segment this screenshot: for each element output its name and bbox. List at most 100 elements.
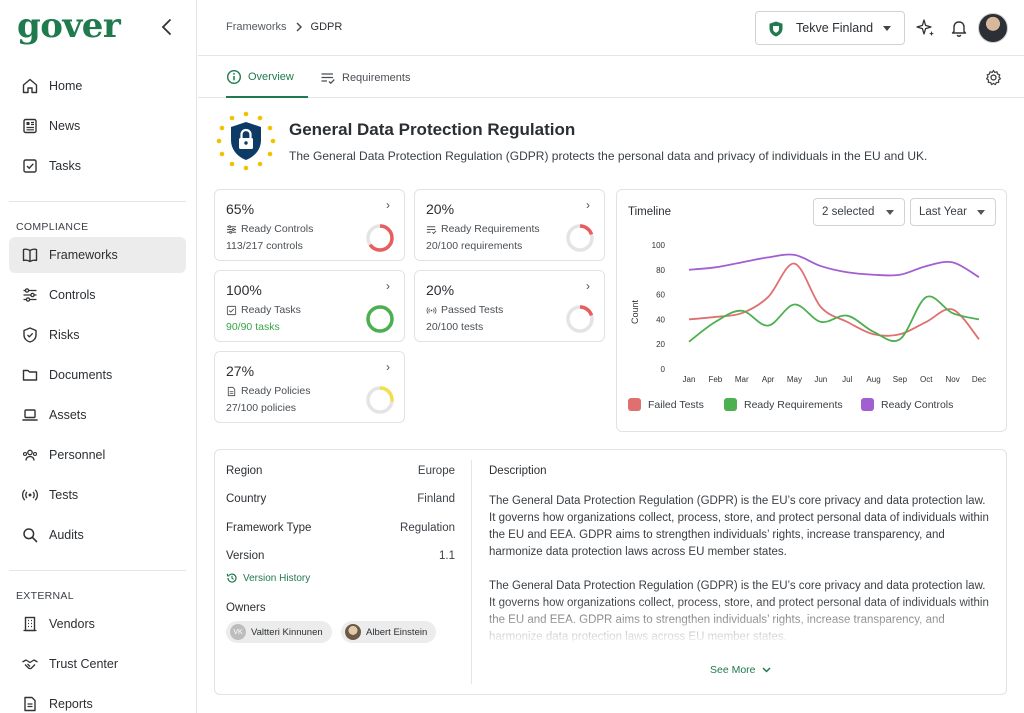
broadcast-icon [21,489,39,501]
building-icon [23,616,37,632]
series-line-ready-requirements[interactable] [688,295,980,343]
tasks-icon [226,305,237,315]
chevron-right-icon: › [586,279,590,293]
version-history-link[interactable]: Version History [226,572,310,584]
legend-label: Ready Requirements [744,398,843,411]
organization-name: Tekve Finland [796,21,874,35]
gear-icon[interactable] [985,69,1002,86]
sidebar-item-tasks[interactable]: Tasks [9,148,186,184]
sidebar-item-personnel[interactable]: Personnel [9,437,186,473]
detail-value: Finland [417,493,455,505]
detail-value: Europe [417,465,455,477]
owner-chip[interactable]: VK Valtteri Kinnunen [226,621,332,643]
sidebar-item-label: Assets [49,408,87,422]
stat-card-ready-controls[interactable]: 65% Ready Controls 113/217 controls › [214,189,405,261]
sidebar-item-label: Tests [49,488,79,502]
sidebar-item-news[interactable]: News [9,108,186,144]
people-icon [22,449,38,461]
sidebar-item-audits[interactable]: Audits [9,517,186,553]
legend-item-ready-requirements[interactable]: Ready Requirements [724,398,843,411]
legend-label: Ready Controls [881,398,954,411]
stat-card-ready-policies[interactable]: 27% Ready Policies 27/100 policies › [214,351,405,423]
detail-label: Region [226,465,263,477]
chevron-down-icon [977,210,985,215]
sparkle-icon[interactable] [916,18,936,38]
breadcrumb: Frameworks GDPR [226,21,342,33]
tasks-icon [23,159,37,173]
sidebar-item-home[interactable]: Home [9,68,186,104]
progress-ring [366,386,394,414]
sidebar-item-documents[interactable]: Documents [9,357,186,393]
sidebar-item-label: Home [49,79,83,93]
stat-label-text: Ready Controls [241,223,314,235]
owner-chip[interactable]: Albert Einstein [341,621,437,643]
stat-percent: 20% [426,201,455,217]
chevron-right-icon [296,22,302,32]
sidebar-item-risks[interactable]: Risks [9,317,186,353]
user-avatar[interactable] [978,13,1008,43]
stat-percent: 100% [226,282,262,298]
sidebar-item-trust-center[interactable]: Trust Center [9,646,186,682]
legend-item-failed-tests[interactable]: Failed Tests [628,398,704,411]
policy-icon [227,386,236,396]
sidebar-item-controls[interactable]: Controls [9,277,186,313]
legend-item-ready-controls[interactable]: Ready Controls [861,398,953,411]
gover-logo[interactable]: gover [17,6,121,46]
stat-card-passed-tests[interactable]: 20% Passed Tests 20/100 tests › [414,270,605,342]
series-filter-select[interactable]: 2 selected [813,198,905,226]
stat-label: Ready Policies [226,385,310,397]
progress-ring [366,224,394,252]
tab-label: Requirements [342,71,411,84]
description-heading: Description [489,465,547,477]
top-bar: Frameworks GDPR Tekve Finland [198,0,1024,56]
collapse-sidebar-icon[interactable] [158,16,176,38]
sidebar-item-label: Documents [49,368,113,382]
owner-name: Albert Einstein [366,626,428,638]
sidebar-item-reports[interactable]: Reports [9,686,186,713]
sidebar-item-label: Reports [49,697,93,711]
tab-overview[interactable]: Overview [226,57,308,98]
see-more-button[interactable]: See More [710,664,771,676]
stat-count: 90/90 tasks [226,321,280,333]
x-tick-label: May [787,375,802,384]
home-icon [22,78,38,94]
section-label-compliance: COMPLIANCE [16,221,89,233]
period-value: Last Year [919,206,967,218]
stat-label: Passed Tests [426,304,503,316]
info-icon [226,69,242,84]
folder-icon [22,369,38,381]
chevron-right-icon: › [386,198,390,212]
owner-name: Valtteri Kinnunen [251,626,323,638]
description-fade [475,600,1005,650]
sidebar-item-label: Audits [49,528,84,542]
series-line-failed-tests[interactable] [688,262,980,340]
x-tick-label: Nov [946,375,960,384]
sidebar-item-vendors[interactable]: Vendors [9,606,186,642]
sidebar-item-frameworks[interactable]: Frameworks [9,237,186,273]
stat-label-text: Ready Policies [241,385,311,397]
progress-ring [566,305,594,333]
organization-select[interactable]: Tekve Finland [755,11,905,45]
period-select[interactable]: Last Year [910,198,996,226]
tab-bar: Overview Requirements [198,57,1024,98]
series-line-ready-controls[interactable] [688,253,980,279]
progress-ring [566,224,594,252]
y-tick-label: 20 [656,340,665,349]
sidebar: gover Home News Tasks COMPLIANCE Framewo… [0,0,197,713]
breadcrumb-frameworks[interactable]: Frameworks [226,21,287,33]
ring-fill [566,305,594,333]
ring-fill [566,224,594,252]
sidebar-item-assets[interactable]: Assets [9,397,186,433]
page-title: General Data Protection Regulation [289,120,576,139]
stat-card-ready-requirements[interactable]: 20% Ready Requirements 20/100 requiremen… [414,189,605,261]
detail-row-region: Region Europe [226,465,455,477]
sidebar-item-tests[interactable]: Tests [9,477,186,513]
x-tick-label: Mar [735,375,749,384]
org-shield-icon [769,21,783,37]
history-icon [226,573,237,583]
y-tick-label: 80 [656,266,665,275]
bell-icon[interactable] [949,18,969,38]
see-more-label: See More [710,664,756,676]
tab-requirements[interactable]: Requirements [320,57,410,98]
stat-card-ready-tasks[interactable]: 100% Ready Tasks 90/90 tasks › [214,270,405,342]
